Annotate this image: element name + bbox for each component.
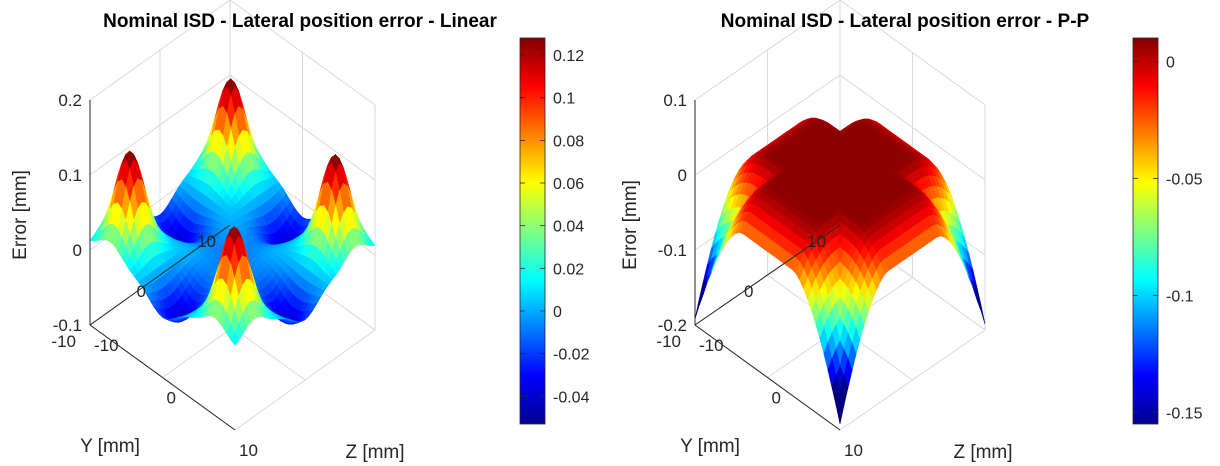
z-tick-label: 0.1: [58, 166, 82, 185]
colorbar-tick-label: -0.04: [553, 389, 590, 406]
z-tick-label: 0: [678, 166, 687, 185]
colorbar-tick-label: 0.1: [553, 91, 575, 108]
x-tick-label: 0: [772, 389, 781, 408]
x-tick-label: -10: [94, 336, 119, 355]
colorbar-tick-label: 0.08: [553, 133, 584, 150]
z-tick-label: 0.2: [58, 91, 82, 110]
chart-pp-surface: [694, 117, 986, 425]
y-tick-label: -10: [51, 332, 76, 351]
chart-pp: Nominal ISD - Lateral position error - P…: [610, 0, 1220, 466]
colorbar-tick-label: 0.06: [553, 176, 584, 193]
chart-pp-svg: Nominal ISD - Lateral position error - P…: [620, 0, 1203, 463]
colorbar-tick-label: 0: [553, 304, 562, 321]
colorbar-tick-label: -0.15: [1166, 405, 1203, 422]
x-tick-label: 0: [167, 389, 176, 408]
y-tick-label: 10: [807, 232, 826, 251]
chart-linear-title: Nominal ISD - Lateral position error - L…: [103, 11, 497, 32]
colorbar-tick-label: 0.12: [553, 48, 584, 65]
y-tick-label: 0: [744, 282, 753, 301]
chart-linear-svg: Nominal ISD - Lateral position error - L…: [10, 0, 590, 463]
colorbar-tick-label: -0.02: [553, 347, 590, 364]
z-tick-label: 0: [73, 241, 82, 260]
x-tick-label: -10: [699, 336, 724, 355]
chart-linear: Nominal ISD - Lateral position error - L…: [10, 0, 590, 463]
chart-linear-zlabel: Error [mm]: [10, 170, 31, 260]
z-tick-label: 0.1: [663, 91, 687, 110]
x-tick-label: 10: [239, 441, 258, 460]
colorbar-tick-label: -0.1: [1166, 288, 1194, 305]
z-tick-label: -0.1: [658, 241, 687, 260]
chart-pp-xlabel: Z [mm]: [953, 442, 1012, 463]
chart-pp-zlabel: Error [mm]: [620, 180, 641, 270]
colorbar-tick-label: 0.02: [553, 261, 584, 278]
x-tick-label: 10: [844, 441, 863, 460]
chart-linear-colorbar: [519, 37, 546, 425]
chart-linear-surface: [89, 78, 376, 346]
z-tick-label: -0.1: [53, 316, 82, 335]
colorbar-tick-label: 0: [1166, 54, 1175, 71]
chart-linear-ylabel: Y [mm]: [80, 436, 140, 457]
y-tick-label: -10: [656, 332, 681, 351]
chart-pp-title: Nominal ISD - Lateral position error - P…: [721, 11, 1090, 32]
chart-linear-xlabel: Z [mm]: [345, 442, 404, 463]
colorbar-tick-label: -0.05: [1166, 171, 1203, 188]
chart-pp-colorbar: [1132, 37, 1159, 425]
chart-pp-ylabel: Y [mm]: [680, 436, 740, 457]
y-tick-label: 0: [137, 282, 146, 301]
y-tick-label: 10: [197, 232, 216, 251]
colorbar-tick-label: 0.04: [553, 219, 584, 236]
z-tick-label: -0.2: [658, 316, 687, 335]
